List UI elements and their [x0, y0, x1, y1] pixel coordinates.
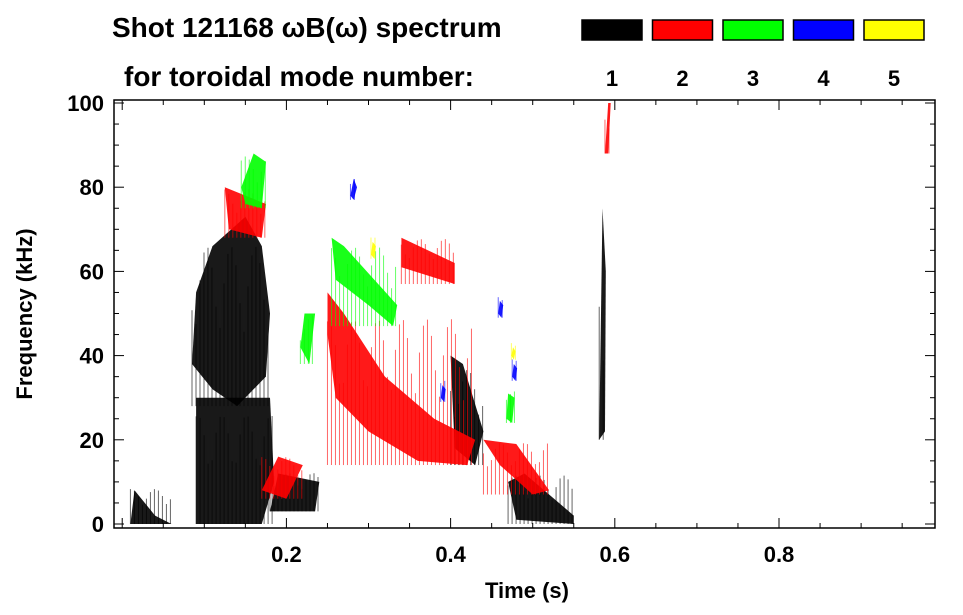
legend-label-mode-3: 3	[747, 66, 759, 91]
y-tick-label: 0	[92, 512, 104, 537]
legend-label-mode-2: 2	[676, 66, 688, 91]
chart-title: Shot 121168 ωB(ω) spectrum	[112, 12, 502, 43]
legend-swatch-mode-2	[651, 19, 714, 41]
legend-label-mode-5: 5	[888, 66, 900, 91]
legend-label-mode-1: 1	[606, 66, 618, 91]
mode-4-region	[350, 178, 357, 200]
y-tick-label: 80	[80, 175, 104, 200]
mode-2-region	[261, 456, 303, 499]
y-tick-label: 100	[67, 91, 104, 116]
legend-swatch-mode-4	[792, 19, 855, 41]
mode-2-region	[327, 292, 476, 466]
spectrogram-marks	[129, 103, 611, 524]
axes: 0.2 0.4 0.6 0.8 0 20 40 60 80 100	[67, 91, 936, 567]
x-axis-label: Time (s)	[485, 578, 569, 603]
legend: 1 2 3 4 5	[581, 19, 925, 91]
mode-3-region	[331, 237, 398, 327]
y-tick-label: 40	[80, 344, 104, 369]
legend-swatch-mode-1	[581, 19, 643, 41]
mode-1-region	[599, 208, 606, 440]
mode-1-region	[130, 490, 172, 524]
y-tick-label: 20	[80, 428, 104, 453]
y-axis-label: Frequency (kHz)	[12, 228, 37, 399]
legend-swatch-mode-3	[722, 19, 784, 41]
chart-subtitle: for toroidal mode number:	[124, 61, 474, 92]
y-tick-label: 60	[80, 259, 104, 284]
x-tick-label: 0.4	[435, 542, 466, 567]
x-tick-label: 0.6	[600, 542, 631, 567]
legend-label-mode-4: 4	[817, 66, 830, 91]
x-tick-label: 0.2	[271, 542, 302, 567]
x-tick-label: 0.8	[764, 542, 795, 567]
mode-3-region	[300, 313, 316, 364]
mode-5-region	[511, 347, 516, 360]
mode-2-region	[605, 103, 611, 154]
legend-swatch-mode-5	[863, 19, 925, 41]
